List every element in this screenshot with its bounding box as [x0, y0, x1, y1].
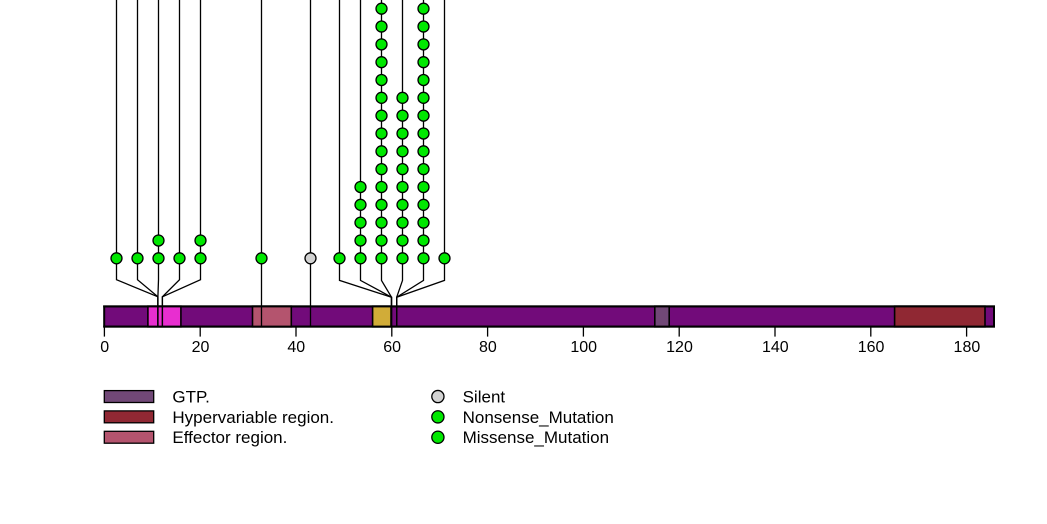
svg-text:120: 120	[666, 339, 693, 356]
svg-text:0: 0	[100, 339, 109, 356]
svg-text:140: 140	[762, 339, 789, 356]
svg-text:Silent: Silent	[463, 388, 506, 407]
svg-text:20: 20	[192, 339, 210, 356]
svg-text:60: 60	[383, 339, 401, 356]
svg-text:100: 100	[570, 339, 597, 356]
svg-text:40: 40	[287, 339, 305, 356]
svg-text:Nonsense_Mutation: Nonsense_Mutation	[463, 408, 614, 427]
svg-text:160: 160	[858, 339, 885, 356]
svg-text:GTP.: GTP.	[172, 388, 209, 407]
svg-text:80: 80	[479, 339, 497, 356]
svg-text:Effector region.: Effector region.	[172, 428, 287, 447]
svg-text:Missense_Mutation: Missense_Mutation	[463, 428, 609, 447]
svg-text:180: 180	[954, 339, 981, 356]
svg-text:Hypervariable region.: Hypervariable region.	[172, 408, 334, 427]
